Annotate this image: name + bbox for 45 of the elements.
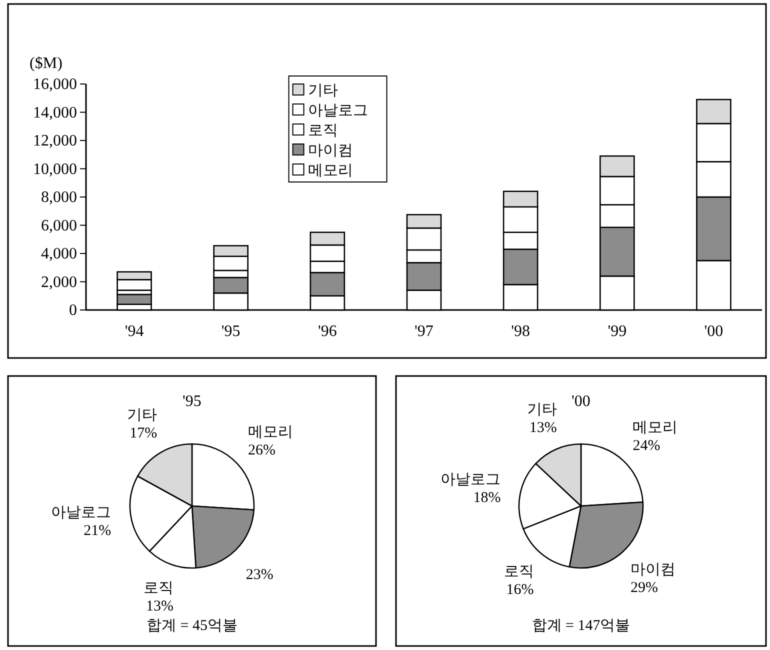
x-tick-label: '96	[318, 323, 337, 340]
data-label: 16%	[506, 582, 534, 598]
data-label: 17%	[130, 425, 158, 442]
data-label: 29%	[630, 580, 658, 596]
y-tick-label: 14,000	[33, 104, 77, 122]
text: 합계 = 147억불	[532, 618, 630, 634]
x-tick-label: '00	[704, 323, 724, 340]
legend-label: 로직	[308, 123, 338, 139]
data-label: 18%	[473, 490, 501, 506]
chart-title: '00	[572, 393, 590, 410]
x-tick-label: '95	[221, 323, 240, 340]
y-tick-label: 2,000	[41, 274, 77, 291]
data-label: 21%	[84, 523, 112, 540]
slice-label: 기타	[526, 402, 557, 418]
slice-label: 아날로그	[51, 505, 112, 522]
slice-label: 로직	[504, 564, 534, 580]
data-label: 24%	[632, 438, 660, 454]
legend-label: 아날로그	[308, 103, 368, 119]
data-label: 26%	[248, 442, 276, 458]
data-label: 23%	[246, 566, 274, 583]
y-tick-label: 0	[69, 302, 77, 319]
data-label: 13%	[529, 420, 557, 436]
text: 합계 = 45억불	[146, 618, 238, 634]
y-tick-label: 10,000	[33, 160, 77, 178]
slice-label: 로직	[143, 580, 174, 596]
y-tick-label: 8,000	[41, 189, 77, 206]
slice-label: 메모리	[248, 424, 293, 440]
x-tick-label: '98	[511, 323, 530, 340]
slice-label: 기타	[127, 407, 158, 424]
legend-label: 메모리	[308, 163, 353, 179]
y-tick-label: 4,000	[41, 246, 77, 262]
data-label: 13%	[146, 598, 174, 614]
x-tick-label: '97	[414, 323, 434, 340]
y-axis-title: ($M)	[30, 55, 62, 72]
y-tick-label: 16,000	[33, 76, 77, 93]
chart-title: '95	[182, 393, 202, 410]
x-tick-label: '99	[608, 323, 627, 340]
legend-label: 마이컴	[308, 143, 353, 159]
slice-label: 아날로그	[440, 472, 501, 488]
slice-label: 마이컴	[630, 562, 676, 578]
y-tick-label: 6,000	[41, 217, 77, 234]
x-tick-label: '94	[124, 323, 144, 340]
legend-label: 기타	[308, 83, 338, 99]
y-tick-label: 12,000	[33, 132, 77, 150]
slice-label: 메모리	[632, 420, 678, 436]
